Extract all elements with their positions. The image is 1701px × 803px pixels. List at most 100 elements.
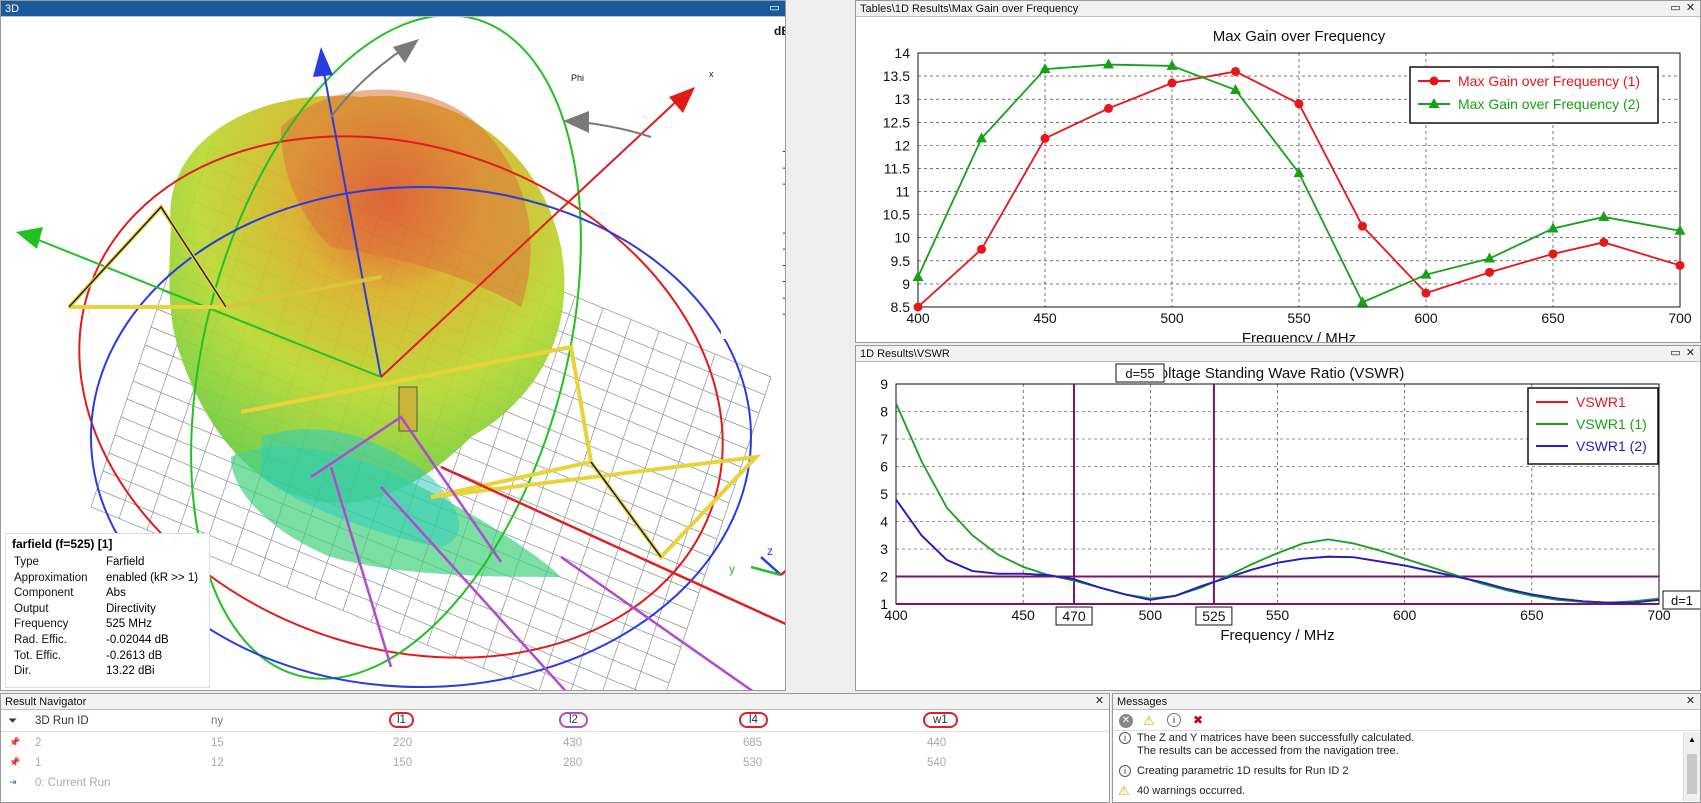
property-row: Component Abs <box>14 586 204 602</box>
panel-gain[interactable]: Tables\1D Results\Max Gain over Frequenc… <box>855 0 1701 343</box>
table-cell: 280 <box>563 757 583 769</box>
message-text: The results can be accessed from the nav… <box>1137 745 1399 757</box>
phi-label: Phi <box>571 73 584 83</box>
table-cell: 1 <box>35 757 42 769</box>
gain-chart[interactable]: Max Gain over Frequency 400 450 500 550 600 65… <box>856 17 1701 343</box>
chart-title: Max Gain over Frequency <box>1213 28 1386 45</box>
table-cell: 150 <box>393 757 413 769</box>
data-point <box>1548 249 1558 259</box>
legend-label: VSWR1 <box>1576 394 1626 410</box>
legend <box>1527 387 1659 465</box>
panel-3d[interactable]: 3D ▭ <box>0 0 786 691</box>
legend-marker <box>1428 98 1440 108</box>
close-icon[interactable]: ✕ <box>1685 347 1696 359</box>
property-key: Rad. Effic. <box>14 633 67 646</box>
column-l4[interactable]: l4 <box>739 712 768 728</box>
y-tick-label: 14 <box>894 45 910 61</box>
colorbar-tick-label: -6.18 <box>782 179 786 190</box>
pin-icon[interactable]: 📌 <box>9 757 21 767</box>
property-value: -0.02044 dB <box>106 633 169 646</box>
error-filter-icon[interactable]: ✕ <box>1119 714 1133 728</box>
property-key: Type <box>14 556 39 568</box>
x-tick-label: 700 <box>1668 310 1692 326</box>
y-tick-label: 9 <box>902 276 910 292</box>
theta-circle-green <box>190 17 582 680</box>
colorbar-tick-label: -15.9 <box>782 244 786 255</box>
maximize-icon[interactable]: ▭ <box>1670 347 1681 359</box>
scroll-thumb[interactable] <box>1687 754 1697 794</box>
antenna-structure <box>67 203 762 561</box>
property-value: Farfield <box>106 556 145 568</box>
y-tick-label: 4 <box>880 514 888 530</box>
y-tick-label: 3 <box>880 541 888 557</box>
plot-area <box>917 52 1681 308</box>
maximize-icon[interactable]: ▭ <box>769 2 780 14</box>
farfield-3d-view[interactable]: Phi x dBi 13.210.88.375.953.521.1-1.33-3… <box>1 17 786 691</box>
data-point <box>1040 133 1050 143</box>
property-key: Frequency <box>14 618 69 631</box>
table-cell: 15 <box>211 737 224 749</box>
property-value: enabled (kR >> 1) <box>106 571 199 584</box>
column-run-id[interactable]: 3D Run ID <box>35 715 89 727</box>
colorbar-tick-label: -23.1 <box>782 293 786 304</box>
data-point <box>1039 63 1051 74</box>
pin-icon[interactable]: 📌 <box>9 737 21 747</box>
column-ny[interactable]: ny <box>211 715 224 727</box>
property-value: Directivity <box>106 602 156 615</box>
panel-gain-title: Tables\1D Results\Max Gain over Frequenc… <box>856 1 1700 17</box>
marker-x1-value: 470 <box>1062 608 1086 624</box>
scroll-up-icon[interactable]: ▲ <box>1688 735 1696 744</box>
x-tick-label: 400 <box>884 607 908 623</box>
marker-x1-value-box <box>1055 606 1093 626</box>
property-value: 525 MHz <box>106 618 153 631</box>
colorbar-tick-label: -26.8 <box>782 309 786 320</box>
column-l1[interactable]: l1 <box>389 712 414 728</box>
legend-marker <box>1429 76 1439 86</box>
result-navigator-title: Result Navigator ✕ <box>1 694 1109 710</box>
messages-panel[interactable]: Messages ✕ ✕ ⚠ i ✖ i The Z and Y matrices… <box>1112 693 1701 803</box>
clear-messages-icon[interactable]: ✖ <box>1193 713 1204 727</box>
close-icon[interactable]: ✕ <box>1094 695 1105 707</box>
table-cell: 430 <box>563 737 583 749</box>
table-row[interactable]: ⇥ 0: Current Run <box>1 774 1109 794</box>
property-row: Tot. Effic. -0.2613 dB <box>14 649 204 665</box>
data-point <box>1485 267 1494 277</box>
svg-text:z: z <box>767 544 773 558</box>
message-text: 40 warnings occurred. <box>1137 785 1246 797</box>
property-key: Approximation <box>14 571 88 584</box>
data-point <box>1230 83 1241 94</box>
marker-x2-value-box <box>1195 606 1233 626</box>
x-tick-label: 550 <box>1266 607 1290 623</box>
vswr-chart[interactable]: Voltage Standing Wave Ratio (VSWR)400 450… <box>856 362 1701 691</box>
properties-table: Type Farfield Approximation enabled (kR >> … <box>14 555 204 680</box>
result-navigator[interactable]: Result Navigator ✕ ⏷ 3D Run ID ny l1 l2 … <box>0 693 1110 803</box>
table-cell: 2 <box>35 737 42 749</box>
panel-vswr[interactable]: 1D Results\VSWR ▭ ✕ Voltage Standing Wav… <box>855 345 1701 691</box>
property-value: -0.2613 dB <box>106 649 163 662</box>
filter-icon[interactable]: ⏷ <box>8 715 18 727</box>
pin-icon[interactable]: ⇥ <box>9 777 17 787</box>
property-row: Type Farfield <box>14 555 204 571</box>
property-row: Rad. Effic. -0.02044 dB <box>14 633 204 649</box>
maximize-icon[interactable]: ▭ <box>1670 2 1681 14</box>
table-row[interactable]: 📌 2 15 220 430 685 440 <box>1 734 1109 754</box>
property-value: 13.22 dBi <box>106 665 155 678</box>
close-icon[interactable]: ✕ <box>1685 2 1696 14</box>
warning-filter-icon[interactable]: ⚠ <box>1143 713 1155 728</box>
y-tick-label: 9.5 <box>891 253 911 269</box>
scrollbar[interactable]: ▲ <box>1683 732 1700 802</box>
column-w1[interactable]: w1 <box>923 712 958 728</box>
series-line <box>895 498 1660 604</box>
message-text: The Z and Y matrices have been successfu… <box>1137 732 1415 744</box>
legend-label: VSWR1 (1) <box>1576 416 1647 432</box>
colorbar-unit: dBi <box>774 24 786 38</box>
x-tick-label: 450 <box>1033 310 1057 326</box>
y-tick-label: 6 <box>880 459 888 475</box>
info-filter-icon[interactable]: i <box>1167 713 1181 727</box>
table-row[interactable]: 📌 1 12 150 280 530 540 <box>1 754 1109 774</box>
colorbar-tick-label: -20.7 <box>782 277 786 288</box>
phi-circle-blue <box>90 186 752 688</box>
column-l2[interactable]: l2 <box>559 712 588 728</box>
close-icon[interactable]: ✕ <box>1685 695 1696 707</box>
messages-title: Messages ✕ <box>1113 694 1700 710</box>
